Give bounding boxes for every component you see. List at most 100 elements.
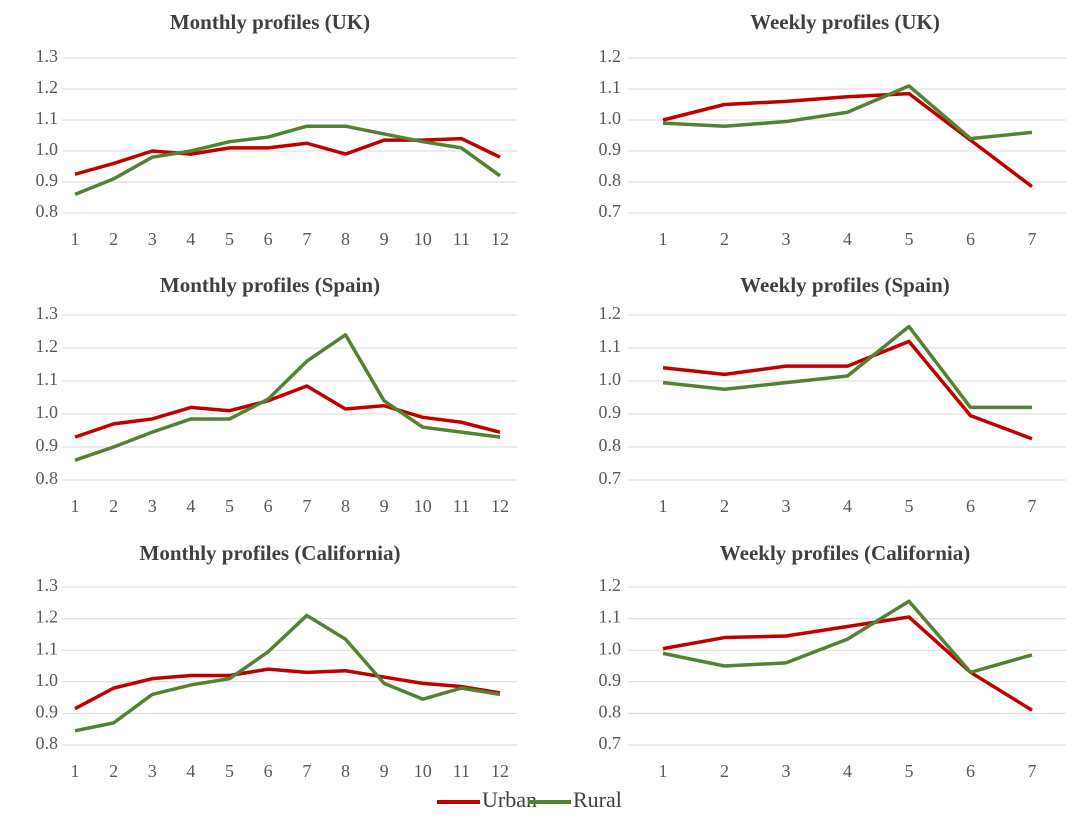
x-tick-label: 5 (225, 761, 234, 781)
x-tick-label: 7 (1028, 496, 1037, 516)
line-series (74, 136, 501, 176)
y-tick-label: 1.1 (599, 607, 622, 627)
y-tick-label: 1.3 (36, 46, 59, 66)
y-tick-label: 0.8 (599, 702, 622, 722)
y-tick-label: 1.2 (599, 575, 622, 595)
line-series (662, 324, 1032, 410)
x-tick-label: 1 (71, 761, 80, 781)
x-tick-label: 5 (905, 496, 914, 516)
x-tick-label: 5 (225, 229, 234, 249)
x-tick-label: 8 (341, 496, 350, 516)
y-tick-label: 0.9 (36, 435, 59, 455)
x-tick-label: 12 (491, 761, 509, 781)
y-tick-label: 1.1 (36, 638, 59, 658)
y-tick-label: 0.9 (36, 170, 59, 190)
x-tick-label: 6 (264, 496, 273, 516)
x-tick-label: 8 (341, 761, 350, 781)
x-tick-label: 10 (414, 229, 432, 249)
x-tick-label: 3 (782, 229, 791, 249)
y-tick-label: 1.3 (36, 303, 59, 323)
x-tick-label: 9 (380, 229, 389, 249)
y-tick-label: 1.3 (36, 575, 59, 595)
y-tick-label: 1.2 (36, 336, 59, 356)
y-tick-label: 1.1 (36, 108, 59, 128)
x-tick-label: 7 (1028, 229, 1037, 249)
y-tick-label: 0.9 (599, 139, 622, 159)
x-tick-label: 3 (148, 229, 157, 249)
chart-title: Monthly profiles (California) (140, 541, 401, 565)
x-tick-label: 3 (782, 496, 791, 516)
x-tick-label: 12 (491, 496, 509, 516)
x-tick-label: 6 (264, 761, 273, 781)
x-tick-label: 2 (109, 229, 118, 249)
y-tick-label: 1.0 (599, 638, 622, 658)
x-tick-label: 7 (302, 496, 311, 516)
x-tick-label: 2 (720, 229, 729, 249)
x-tick-label: 2 (109, 496, 118, 516)
x-tick-label: 10 (414, 496, 432, 516)
x-tick-label: 8 (341, 229, 350, 249)
y-tick-label: 1.0 (599, 108, 622, 128)
y-tick-label: 0.9 (599, 402, 622, 422)
x-tick-label: 3 (148, 761, 157, 781)
x-tick-label: 7 (1028, 761, 1037, 781)
x-tick-label: 3 (148, 496, 157, 516)
line-series (662, 91, 1034, 189)
line-series (662, 339, 1033, 441)
x-tick-label: 6 (966, 229, 975, 249)
line-series (74, 613, 501, 733)
x-tick-label: 5 (905, 229, 914, 249)
line-series (662, 599, 1033, 675)
x-tick-label: 4 (843, 496, 852, 516)
x-tick-label: 1 (71, 229, 80, 249)
line-series (662, 84, 1033, 141)
x-tick-label: 4 (186, 496, 195, 516)
y-tick-label: 1.1 (36, 369, 59, 389)
x-tick-label: 6 (966, 496, 975, 516)
x-tick-label: 2 (720, 761, 729, 781)
y-tick-label: 0.8 (36, 201, 59, 221)
x-tick-label: 9 (380, 761, 389, 781)
x-tick-label: 1 (659, 761, 668, 781)
y-tick-label: 0.9 (599, 670, 622, 690)
x-tick-label: 1 (659, 496, 668, 516)
x-tick-label: 5 (905, 761, 914, 781)
x-tick-label: 9 (380, 496, 389, 516)
y-tick-label: 0.8 (599, 435, 622, 455)
y-tick-label: 0.8 (36, 468, 59, 488)
y-tick-label: 0.9 (36, 702, 59, 722)
chart-title: Monthly profiles (UK) (170, 10, 370, 34)
x-tick-label: 2 (720, 496, 729, 516)
y-tick-label: 0.8 (599, 170, 622, 190)
y-tick-label: 1.1 (599, 77, 622, 97)
x-tick-label: 3 (782, 761, 791, 781)
legend-label: Rural (573, 787, 622, 812)
y-tick-label: 1.2 (36, 607, 59, 627)
line-series (74, 384, 501, 439)
y-tick-label: 0.7 (599, 468, 622, 488)
line-series (74, 667, 501, 711)
x-tick-label: 11 (453, 229, 470, 249)
x-tick-label: 6 (264, 229, 273, 249)
y-tick-label: 1.0 (36, 402, 59, 422)
x-tick-label: 6 (966, 761, 975, 781)
x-tick-label: 7 (302, 761, 311, 781)
x-tick-label: 11 (453, 496, 470, 516)
legend-label: Urban (482, 787, 537, 812)
x-tick-label: 1 (71, 496, 80, 516)
x-tick-label: 11 (453, 761, 470, 781)
y-tick-label: 1.1 (599, 336, 622, 356)
y-tick-label: 0.7 (599, 201, 622, 221)
x-tick-label: 4 (186, 761, 195, 781)
chart-title: Weekly profiles (California) (720, 541, 970, 565)
y-tick-label: 0.7 (599, 733, 622, 753)
x-tick-label: 5 (225, 496, 234, 516)
y-tick-label: 1.0 (599, 369, 622, 389)
y-tick-label: 1.0 (36, 670, 59, 690)
chart-title: Weekly profiles (Spain) (740, 273, 950, 297)
x-tick-label: 4 (843, 229, 852, 249)
line-series (74, 333, 501, 462)
y-tick-label: 0.8 (36, 733, 59, 753)
chart-title: Monthly profiles (Spain) (160, 273, 380, 297)
